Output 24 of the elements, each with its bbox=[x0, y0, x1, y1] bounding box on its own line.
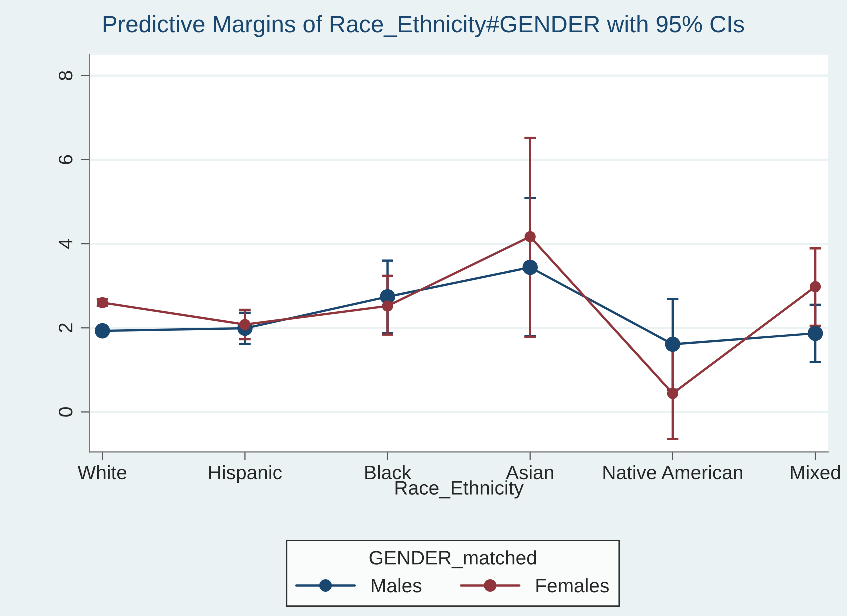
x-tick-label: White bbox=[78, 465, 127, 480]
x-tick-label: Mixed bbox=[791, 465, 840, 480]
chart-title: Predictive Margins of Race_Ethnicity#GENDER with 95% CIs bbox=[104, 15, 744, 38]
point bbox=[667, 388, 679, 400]
x-tick-label: Black bbox=[366, 465, 412, 480]
y-tick-label: 6 bbox=[58, 155, 73, 164]
x-tick-label: Asian bbox=[506, 465, 554, 480]
x-axis-title: Race_Ethnicity bbox=[396, 480, 524, 499]
y-tick-label: 8 bbox=[58, 71, 73, 80]
legend-label: Females bbox=[536, 578, 609, 593]
y-tick-label: 2 bbox=[58, 324, 73, 333]
point bbox=[665, 336, 681, 352]
point bbox=[382, 300, 394, 312]
legend-label: Males bbox=[372, 578, 422, 593]
x-tick-label: Native American bbox=[604, 465, 742, 480]
y-tick-label: 4 bbox=[59, 239, 73, 249]
point bbox=[810, 281, 822, 292]
point bbox=[524, 231, 536, 242]
point bbox=[522, 260, 538, 276]
point bbox=[94, 323, 110, 339]
x-tick-label: Hispanic bbox=[210, 465, 282, 484]
point bbox=[808, 326, 824, 342]
y-tick-label: 0 bbox=[58, 408, 73, 417]
legend-title: GENDER_matched bbox=[370, 550, 536, 569]
